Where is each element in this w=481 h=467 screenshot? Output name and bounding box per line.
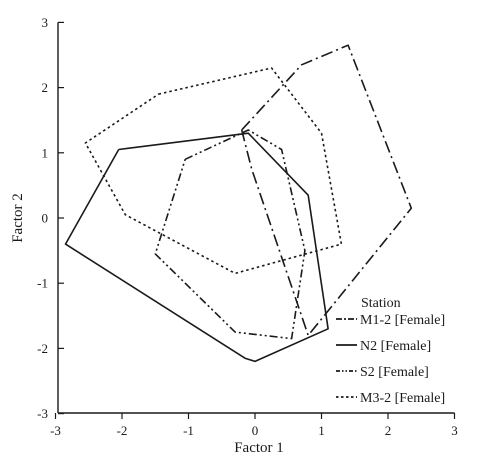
- legend-title: Station: [361, 296, 401, 311]
- y-tick-label: 2: [42, 80, 49, 95]
- y-tick-label: -1: [37, 276, 48, 291]
- y-tick-label: 3: [42, 15, 49, 30]
- y-tick-label: -2: [37, 341, 48, 356]
- y-tick-label: 0: [42, 211, 49, 226]
- x-tick-label: 2: [385, 423, 392, 438]
- legend-entry-label: S2 [Female]: [360, 365, 429, 380]
- series-polygon-m3-2-female: [84, 67, 343, 275]
- y-tick-label: -3: [37, 406, 48, 421]
- x-tick-label: -3: [50, 423, 61, 438]
- legend: Station M1-2 [Female] N2 [Female] S2 [Fema…: [336, 296, 445, 406]
- series-layer: [64, 44, 413, 363]
- y-tick-label: 1: [42, 145, 49, 160]
- axis-ticks: -3 -2 -1 0 1 2 3 -3 -2 -1 0 1 2 3: [37, 15, 458, 438]
- axes: [57, 22, 455, 414]
- x-tick-label: 0: [252, 423, 259, 438]
- legend-entry-label: M3-2 [Female]: [360, 391, 445, 406]
- legend-entry-label: N2 [Female]: [360, 339, 431, 354]
- series-polygon-s2-female: [154, 129, 306, 340]
- x-axis-title: Factor 1: [234, 440, 284, 456]
- series-polygon-m1-2-female: [240, 44, 413, 337]
- legend-entry-label: M1-2 [Female]: [360, 313, 445, 328]
- y-axis-title: Factor 2: [10, 193, 26, 243]
- x-tick-label: -1: [183, 423, 194, 438]
- series-polygon-n2-female: [64, 132, 329, 363]
- x-tick-label: 3: [451, 423, 458, 438]
- x-tick-label: 1: [318, 423, 325, 438]
- x-tick-label: -2: [117, 423, 128, 438]
